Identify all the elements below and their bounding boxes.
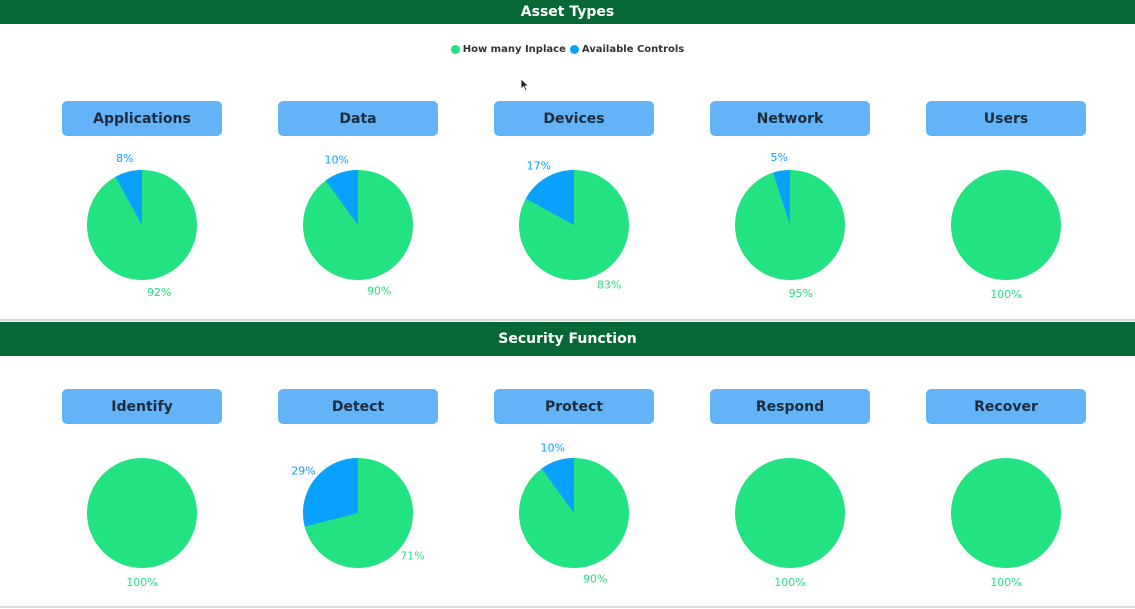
pie-label-inplace: 90% <box>367 285 391 298</box>
legend-swatch-available <box>569 45 579 54</box>
pie-chart-protect: 90% 10% <box>519 441 629 586</box>
legend-item-available[interactable]: Available Controls <box>569 44 685 55</box>
pie-title-identify[interactable]: Identify <box>62 389 222 424</box>
pie-slice-available[interactable] <box>525 170 574 225</box>
pie-chart-devices: 83% 17% <box>519 160 629 291</box>
pie-title-data[interactable]: Data <box>278 101 438 136</box>
pie-chart-respond: 100% <box>735 458 845 589</box>
mouse-cursor-icon <box>520 78 530 92</box>
pie-label-inplace: 100% <box>990 576 1021 589</box>
pie-slice-available[interactable] <box>115 170 143 225</box>
pie-chart-detect: 71% 29% <box>291 458 425 568</box>
pie-slice-inplace[interactable] <box>951 170 1061 280</box>
legend-item-inplace[interactable]: How many Inplace <box>450 44 566 55</box>
pie-label-inplace: 100% <box>990 288 1021 301</box>
pie-label-inplace: 100% <box>774 576 805 589</box>
pie-chart-identify: 100% <box>87 458 197 589</box>
legend-label-inplace: How many Inplace <box>462 44 566 55</box>
pie-slice-available[interactable] <box>773 170 790 225</box>
section-header-security-function: Security Function <box>0 322 1135 356</box>
pie-label-available: 29% <box>291 465 315 478</box>
pie-slice-inplace[interactable] <box>735 458 845 568</box>
pie-label-inplace: 90% <box>583 573 607 586</box>
pie-title-applications[interactable]: Applications <box>62 101 222 136</box>
pie-label-available: 10% <box>540 441 564 454</box>
pie-chart-applications: 92% 8% <box>87 152 197 299</box>
pie-label-available: 8% <box>116 152 133 165</box>
pie-slice-available[interactable] <box>325 170 358 225</box>
pie-slice-inplace[interactable] <box>951 458 1061 568</box>
legend-label-available: Available Controls <box>581 44 685 55</box>
pie-label-inplace: 71% <box>400 549 424 562</box>
pie-slice-available[interactable] <box>303 458 358 527</box>
pie-slice-available[interactable] <box>541 458 574 513</box>
pie-label-inplace: 95% <box>789 287 813 300</box>
pie-title-protect[interactable]: Protect <box>494 389 654 424</box>
pie-title-users[interactable]: Users <box>926 101 1086 136</box>
pie-title-respond[interactable]: Respond <box>710 389 870 424</box>
pie-label-available: 5% <box>770 151 787 164</box>
pie-label-inplace: 100% <box>126 576 157 589</box>
pie-label-available: 10% <box>324 153 348 166</box>
pie-label-available: 17% <box>527 160 551 173</box>
section-divider <box>0 606 1135 608</box>
pie-chart-data: 90% 10% <box>303 153 413 298</box>
chart-legend: How many Inplace Available Controls <box>0 44 1135 55</box>
section-title: Security Function <box>498 331 637 347</box>
pie-title-network[interactable]: Network <box>710 101 870 136</box>
pie-chart-users: 100% <box>951 170 1061 301</box>
pie-title-devices[interactable]: Devices <box>494 101 654 136</box>
pie-label-inplace: 83% <box>597 278 621 291</box>
section-title: Asset Types <box>520 4 615 20</box>
section-header-asset-types: Asset Types <box>0 0 1135 24</box>
pie-chart-recover: 100% <box>951 458 1061 589</box>
pie-chart-network: 95% 5% <box>735 151 845 300</box>
pie-label-inplace: 92% <box>147 286 171 299</box>
pie-title-detect[interactable]: Detect <box>278 389 438 424</box>
pie-title-recover[interactable]: Recover <box>926 389 1086 424</box>
pie-slice-inplace[interactable] <box>87 458 197 568</box>
section-divider <box>0 319 1135 321</box>
legend-swatch-inplace <box>450 45 460 54</box>
